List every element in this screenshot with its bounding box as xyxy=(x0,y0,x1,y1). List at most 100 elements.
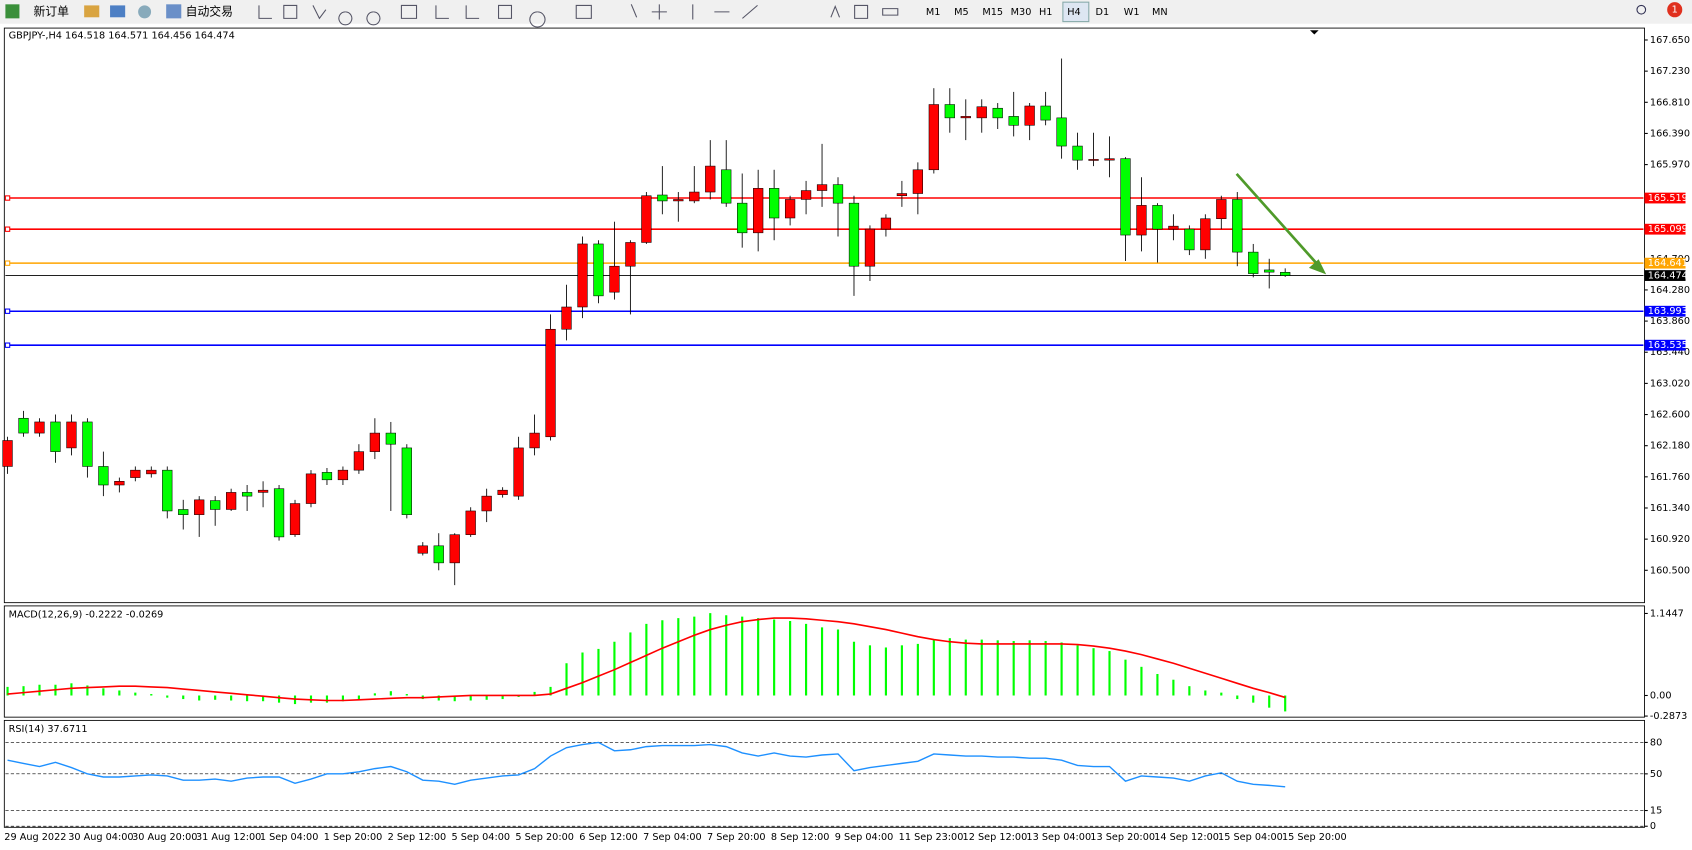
macd-panel xyxy=(3,605,1645,718)
x-tick-label: 29 Aug 2022 xyxy=(4,832,66,843)
candle-body xyxy=(34,421,45,434)
timeframe-button[interactable]: M5 xyxy=(954,7,969,18)
candle-body xyxy=(146,469,157,475)
trend-arrowhead xyxy=(1308,259,1327,275)
timeframe-button[interactable]: W1 xyxy=(1124,7,1140,18)
candle-body xyxy=(1136,205,1147,236)
x-tick-label: 2 Sep 12:00 xyxy=(388,832,447,843)
candle-body xyxy=(417,545,428,554)
candle-body xyxy=(896,193,908,197)
candle-body xyxy=(1232,199,1243,253)
rsi-value: 37.6711 xyxy=(47,724,87,735)
x-tick-label: 31 Aug 12:00 xyxy=(196,832,261,843)
level-tag xyxy=(1644,192,1686,204)
candle-body xyxy=(337,469,349,481)
x-tick-label: 1 Sep 04:00 xyxy=(260,832,319,843)
level-label: 165.099 xyxy=(1648,224,1688,235)
tool-icon[interactable] xyxy=(84,5,100,18)
autotrade-button[interactable]: 自动交易 xyxy=(186,4,233,18)
candle-body xyxy=(162,469,173,512)
candle-body xyxy=(1280,272,1291,276)
x-tick-label: 6 Sep 12:00 xyxy=(579,832,638,843)
y-tick-label: 163.440 xyxy=(1650,347,1690,358)
candle-body xyxy=(960,116,971,119)
candle-body xyxy=(1008,116,1019,126)
timeframe-button[interactable]: MN xyxy=(1152,7,1168,18)
level-handle xyxy=(4,226,11,232)
macd-signal: -0.0269 xyxy=(126,610,163,621)
x-tick-label: 5 Sep 04:00 xyxy=(451,832,510,843)
y-tick-label: 167.230 xyxy=(1650,66,1690,77)
x-tick-label: 30 Aug 20:00 xyxy=(132,832,197,843)
y-tick-label: 166.810 xyxy=(1650,97,1690,108)
candle-body xyxy=(609,265,620,293)
candle-body xyxy=(880,217,892,230)
y-tick-label: 165.970 xyxy=(1650,160,1690,171)
candle-body xyxy=(178,509,189,515)
high: 164.571 xyxy=(108,31,148,42)
y-tick-label: 166.390 xyxy=(1650,128,1690,139)
y-tick-label: 15 xyxy=(1650,806,1662,817)
candle-body xyxy=(1248,251,1259,274)
active-timeframe xyxy=(1062,1,1090,23)
y-tick-label: 163.860 xyxy=(1650,316,1690,327)
macd-header: MACD(12,26,9) -0.2222 -0.0269 xyxy=(9,610,164,621)
macd-label: MACD(12,26,9) xyxy=(9,610,83,621)
candle-body xyxy=(481,495,492,512)
candle-body xyxy=(289,503,301,535)
candle-body xyxy=(1024,105,1035,126)
level-tag xyxy=(1644,339,1686,351)
notification-badge[interactable] xyxy=(1667,2,1683,18)
level-label: 164.641 xyxy=(1648,258,1688,269)
y-tick-label: 163.020 xyxy=(1650,378,1690,389)
x-tick-label: 9 Sep 04:00 xyxy=(835,832,894,843)
candle-body xyxy=(1216,199,1227,220)
candle-body xyxy=(305,473,317,504)
x-tick-label: 5 Sep 20:00 xyxy=(515,832,574,843)
y-tick-label: 161.760 xyxy=(1650,472,1690,483)
candle-body xyxy=(832,184,844,204)
timeframe-button[interactable]: M15 xyxy=(982,7,1003,18)
macd-main: -0.2222 xyxy=(85,610,122,621)
autotrade-icon[interactable] xyxy=(166,4,182,19)
candle-body xyxy=(784,199,796,219)
new-order-button[interactable]: 新订单 xyxy=(33,4,69,18)
x-tick-label: 7 Sep 04:00 xyxy=(643,832,702,843)
candle-body xyxy=(673,199,684,202)
timeframe-button[interactable]: M1 xyxy=(926,7,941,18)
candle-body xyxy=(82,421,93,467)
candle-body xyxy=(401,447,412,515)
candle-body xyxy=(273,488,285,538)
candle-body xyxy=(705,165,716,193)
bid-label: 164.474 xyxy=(1648,271,1688,282)
candle-body xyxy=(529,432,540,449)
timeframe-button[interactable]: H1 xyxy=(1039,7,1052,18)
timeframe-button[interactable]: H4 xyxy=(1067,7,1080,18)
level-label: 163.535 xyxy=(1648,340,1688,351)
candle-body xyxy=(465,510,476,535)
candle-body xyxy=(864,228,876,267)
candle-body xyxy=(737,202,748,234)
level-handle xyxy=(4,342,11,348)
candle-body xyxy=(1056,117,1067,147)
y-tick-label: 162.180 xyxy=(1650,441,1690,452)
timeframe-button[interactable]: D1 xyxy=(1095,7,1109,18)
candle-body xyxy=(800,190,812,200)
candle-body xyxy=(641,195,652,243)
y-tick-label: 1.1447 xyxy=(1650,608,1684,619)
tool-icon[interactable] xyxy=(110,5,126,18)
x-tick-label: 7 Sep 20:00 xyxy=(707,832,766,843)
symbol: GBPJPY-,H4 xyxy=(9,31,62,42)
tool-icon[interactable] xyxy=(138,5,152,19)
search-icon[interactable] xyxy=(1636,4,1647,15)
level-label: 163.993 xyxy=(1648,306,1688,317)
candle-body xyxy=(625,242,636,267)
macd-signal xyxy=(7,617,1286,702)
rsi-line xyxy=(7,741,1286,788)
candle-body xyxy=(1168,225,1179,230)
new-order-icon[interactable] xyxy=(5,4,20,19)
timeframe-button[interactable]: M30 xyxy=(1011,7,1032,18)
candle-body xyxy=(944,104,955,119)
